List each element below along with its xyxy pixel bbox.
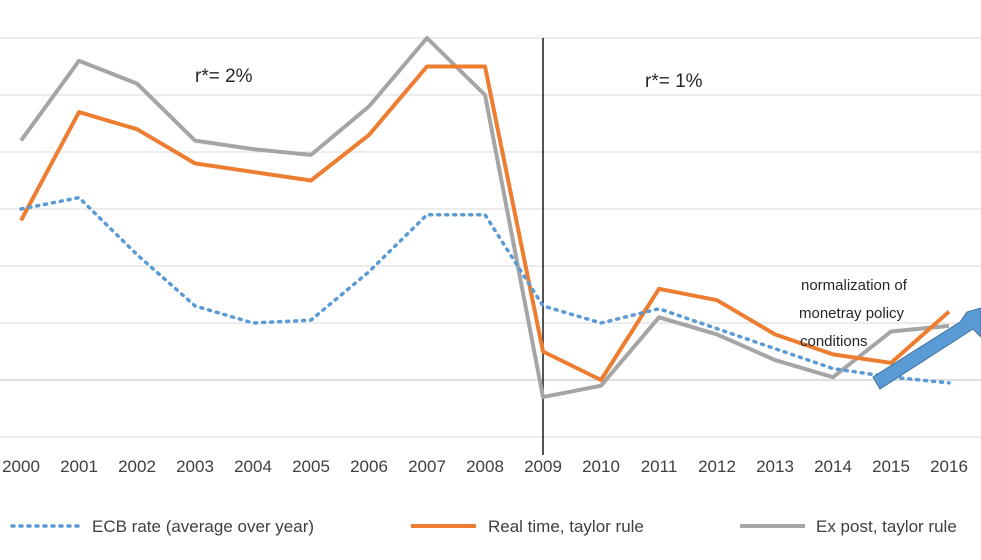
legend: ECB rate (average over year) Real time, … <box>10 517 957 536</box>
x-tick-label: 2006 <box>350 457 388 476</box>
x-tick-label: 2014 <box>814 457 852 476</box>
legend-label-ecb: ECB rate (average over year) <box>92 517 314 536</box>
x-tick-label: 2010 <box>582 457 620 476</box>
annotation-r-star-2: r*= 2% <box>195 66 253 87</box>
normalization-note: normalization of monetray policy conditi… <box>799 277 908 350</box>
legend-label-real-time: Real time, taylor rule <box>488 517 644 536</box>
x-tick-label: 2005 <box>292 457 330 476</box>
x-tick-label: 2009 <box>524 457 562 476</box>
x-tick-label: 2007 <box>408 457 446 476</box>
series-lines <box>19 36 951 400</box>
annotation-r-star-1: r*= 1% <box>645 71 703 92</box>
x-tick-label: 2015 <box>872 457 910 476</box>
legend-label-ex-post: Ex post, taylor rule <box>816 517 957 536</box>
x-tick-label: 2013 <box>756 457 794 476</box>
note-line-1: normalization of <box>801 277 908 294</box>
x-tick-label: 2001 <box>60 457 98 476</box>
x-tick-label: 2000 <box>2 457 40 476</box>
note-line-2: monetray policy <box>799 305 905 322</box>
series-line-1 <box>19 64 951 382</box>
x-tick-label: 2008 <box>466 457 504 476</box>
x-tick-label: 2011 <box>641 457 678 476</box>
normalization-arrow <box>872 307 981 390</box>
x-tick-label: 2003 <box>176 457 214 476</box>
note-line-3: conditions <box>800 333 868 350</box>
x-axis-tick-labels: 2000 2001 2002 2003 2004 2005 2006 2007 2008 2009… <box>2 457 968 476</box>
series-line-0 <box>19 195 951 385</box>
x-tick-label: 2016 <box>930 457 968 476</box>
x-tick-label: 2012 <box>698 457 736 476</box>
series-line-2 <box>19 36 950 400</box>
x-tick-label: 2002 <box>118 457 156 476</box>
x-tick-label: 2004 <box>234 457 272 476</box>
gridlines <box>0 37 981 438</box>
